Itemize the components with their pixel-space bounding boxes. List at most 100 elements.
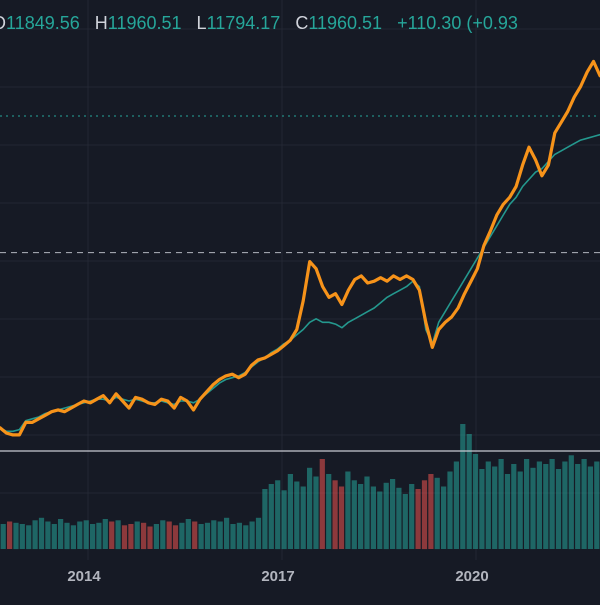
volume-bar bbox=[153, 524, 159, 549]
volume-bar bbox=[313, 476, 319, 549]
high-value: 11960.51 bbox=[107, 13, 182, 34]
volume-bar bbox=[370, 486, 376, 549]
volume-bar bbox=[45, 521, 51, 549]
volume-bar bbox=[492, 466, 498, 549]
volume-bar bbox=[230, 524, 236, 549]
volume-bar bbox=[498, 459, 504, 549]
volume-bar bbox=[166, 521, 172, 549]
volume-bar bbox=[441, 486, 447, 549]
volume-bar bbox=[364, 476, 370, 549]
volume-bar bbox=[26, 525, 32, 550]
volume-bar bbox=[102, 519, 108, 549]
volume-bar bbox=[77, 521, 83, 549]
volume-bar bbox=[358, 484, 364, 549]
volume-bar bbox=[485, 461, 491, 549]
volume-bar bbox=[453, 461, 459, 549]
change-value: +110.30 (+0.93 bbox=[397, 13, 518, 34]
volume-bar bbox=[96, 522, 102, 550]
volume-bar bbox=[383, 482, 389, 550]
volume-bar bbox=[524, 459, 530, 549]
volume-bar bbox=[115, 520, 121, 550]
volume-bar bbox=[147, 526, 153, 549]
volume-bar bbox=[134, 521, 140, 549]
volume-bar bbox=[568, 455, 574, 550]
volume-bar bbox=[307, 467, 313, 550]
ohlc-legend: O11849.56 H11960.51 L11794.17 C11960.51 … bbox=[0, 8, 518, 36]
volume-bar bbox=[287, 474, 293, 549]
volume-bar bbox=[13, 522, 19, 550]
volume-bar bbox=[338, 486, 345, 549]
volume-bar bbox=[466, 434, 472, 549]
volume-bar bbox=[587, 466, 593, 549]
volume-bar bbox=[549, 459, 555, 549]
volume-bar bbox=[377, 491, 383, 549]
open-key: O bbox=[0, 9, 6, 37]
volume-bar bbox=[249, 521, 255, 549]
close-key: C bbox=[295, 13, 309, 34]
volume-bar bbox=[300, 486, 306, 549]
volume-bar bbox=[594, 461, 600, 549]
volume-bar bbox=[160, 520, 166, 550]
volume-bar bbox=[396, 487, 402, 550]
volume-bar bbox=[351, 480, 357, 550]
low-key: L bbox=[196, 13, 207, 34]
volume-bar bbox=[434, 477, 440, 550]
volume-bar bbox=[128, 524, 134, 549]
volume-bar bbox=[32, 520, 38, 550]
x-axis-tick-label: 2017 bbox=[261, 568, 294, 585]
volume-bar bbox=[262, 489, 268, 549]
high-key: H bbox=[94, 13, 108, 34]
volume-bar bbox=[19, 524, 25, 549]
volume-bar bbox=[326, 474, 332, 549]
volume-bar bbox=[428, 474, 434, 549]
volume-bar bbox=[460, 424, 466, 549]
volume-bar bbox=[217, 521, 223, 549]
volume-bars bbox=[0, 424, 600, 550]
volume-bar bbox=[83, 520, 89, 550]
volume-bar bbox=[243, 525, 249, 550]
volume-bar bbox=[255, 517, 262, 550]
volume-bar bbox=[332, 480, 338, 550]
volume-bar bbox=[64, 522, 70, 550]
volume-bar bbox=[472, 454, 479, 549]
volume-bar bbox=[179, 522, 185, 550]
volume-bar bbox=[70, 525, 76, 550]
volume-bar bbox=[575, 464, 581, 549]
volume-bar bbox=[345, 471, 351, 549]
volume-bar bbox=[236, 522, 242, 550]
volume-bar bbox=[90, 524, 96, 549]
volume-bar bbox=[421, 480, 428, 550]
volume-bar bbox=[58, 519, 64, 549]
volume-bar bbox=[319, 459, 325, 549]
volume-bar bbox=[415, 489, 421, 549]
volume-bar bbox=[198, 524, 204, 549]
volume-bar bbox=[517, 471, 523, 549]
volume-bar bbox=[211, 520, 217, 550]
volume-bar bbox=[7, 521, 13, 549]
volume-bar bbox=[294, 481, 300, 549]
volume-bar bbox=[479, 469, 485, 549]
volume-bar bbox=[555, 469, 562, 549]
volume-bar bbox=[275, 480, 281, 550]
volume-bar bbox=[38, 517, 45, 550]
volume-bar bbox=[402, 494, 408, 549]
volume-bar bbox=[224, 517, 230, 550]
volume-bar bbox=[121, 525, 128, 550]
x-axis[interactable]: 2014 2017 2020 bbox=[67, 568, 488, 585]
volume-bar bbox=[141, 522, 147, 550]
volume-bar bbox=[536, 461, 542, 549]
volume-bar bbox=[530, 467, 536, 550]
low-value: 11794.17 bbox=[206, 13, 281, 34]
close-value: 11960.51 bbox=[308, 13, 383, 34]
volume-bar bbox=[504, 474, 511, 549]
volume-bar bbox=[0, 524, 6, 549]
comparison-series-line bbox=[0, 59, 600, 437]
volume-bar bbox=[281, 490, 287, 550]
x-axis-tick-label: 2020 bbox=[455, 568, 488, 585]
open-value: 11849.56 bbox=[6, 13, 80, 34]
volume-bar bbox=[447, 471, 453, 549]
volume-bar bbox=[390, 479, 396, 549]
price-series-line bbox=[0, 133, 600, 433]
